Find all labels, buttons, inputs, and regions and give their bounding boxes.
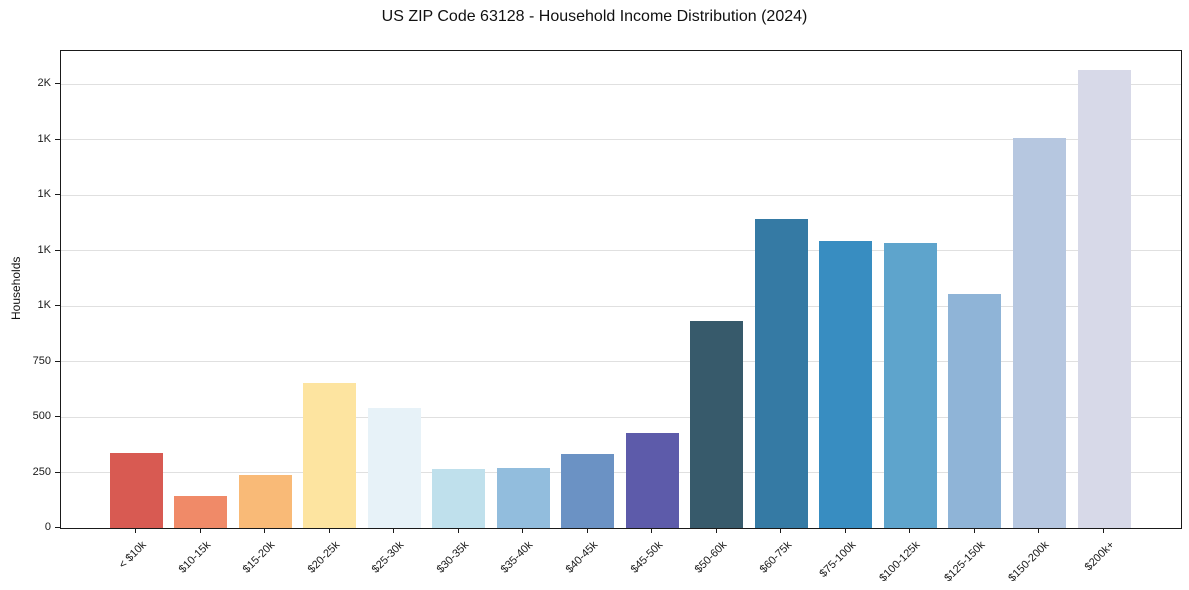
bar-30-35k: [432, 469, 486, 528]
bar-100-125k: [883, 242, 937, 528]
x-tick-label: $60-75k: [757, 539, 794, 576]
y-tick-mark: [55, 83, 60, 85]
x-tick-label: $150-200k: [1006, 539, 1052, 585]
y-tick-label: 250: [32, 465, 51, 478]
y-tick-label: 2K: [37, 77, 51, 90]
x-tick-label: $40-45k: [563, 539, 601, 576]
x-tick-mark: [199, 528, 201, 533]
bar-45-50k: [625, 432, 679, 528]
gridline: [61, 416, 1181, 418]
gridline: [61, 194, 1181, 196]
x-tick-label: $25-30k: [370, 539, 407, 576]
x-tick-label: $50-60k: [692, 539, 730, 576]
x-tick-label: < $10k: [116, 539, 149, 572]
x-tick-mark: [586, 528, 588, 533]
bar-40-45k: [561, 453, 615, 528]
x-tick-mark: [135, 528, 136, 533]
y-tick-label: 1K: [37, 132, 51, 145]
y-tick-label: 1K: [37, 299, 51, 312]
gridline: [61, 250, 1181, 252]
bar-25-30k: [367, 408, 421, 528]
x-tick-label: $10-15k: [176, 539, 214, 576]
x-tick-mark: [393, 528, 395, 533]
y-tick-mark: [55, 305, 60, 307]
y-tick-mark: [55, 138, 60, 140]
bar-10-15k: [174, 495, 228, 528]
gridline: [61, 139, 1181, 141]
x-tick-mark: [715, 528, 717, 533]
bar-50-60k: [690, 320, 744, 528]
x-tick-label: $75-100k: [817, 539, 859, 580]
bar-60-75k: [754, 218, 808, 528]
x-tick-label: $100-125k: [877, 539, 923, 585]
y-tick-mark: [55, 527, 60, 528]
bar-125-150k: [948, 293, 1002, 528]
y-tick-label: 1K: [37, 243, 51, 256]
x-tick-label: $35-40k: [499, 539, 536, 576]
y-tick-mark: [55, 360, 60, 362]
x-tick-mark: [522, 528, 524, 533]
bar-15-20k: [238, 474, 292, 528]
x-tick-mark: [328, 528, 330, 533]
x-tick-mark: [457, 528, 459, 533]
y-tick-mark: [55, 416, 60, 418]
y-tick-mark: [55, 471, 60, 473]
chart-title: US ZIP Code 63128 - Household Income Dis…: [381, 8, 808, 25]
x-tick-label: $30-35k: [434, 539, 472, 576]
bar-75-100k: [819, 240, 873, 528]
x-tick-label: $200k+: [1082, 539, 1117, 574]
bar-20-25k: [303, 382, 357, 528]
y-tick-label: 1K: [37, 188, 51, 201]
bar-200k: [1077, 69, 1131, 528]
x-tick-mark: [1038, 528, 1040, 533]
bar-35-40k: [496, 468, 550, 528]
plot-area: [60, 50, 1182, 529]
gridline: [61, 361, 1181, 363]
x-tick-label: $125-150k: [942, 539, 988, 585]
y-tick-label: 0: [44, 521, 51, 533]
x-tick-mark: [1103, 528, 1104, 533]
x-tick-mark: [909, 528, 911, 533]
x-tick-label: $15-20k: [240, 539, 278, 576]
x-tick-label: $20-25k: [305, 539, 343, 576]
x-tick-mark: [973, 528, 975, 533]
y-tick-mark: [55, 194, 60, 196]
y-tick-label: 750: [32, 354, 51, 367]
y-tick-mark: [55, 249, 60, 251]
gridline: [61, 83, 1181, 85]
x-tick-mark: [651, 528, 653, 533]
x-tick-mark: [780, 528, 782, 533]
bar-150-200k: [1012, 137, 1066, 528]
gridline: [61, 472, 1181, 474]
bar-10k: [109, 452, 163, 528]
x-tick-label: $45-50k: [628, 539, 665, 576]
gridline: [61, 305, 1181, 307]
y-tick-label: 500: [32, 410, 51, 423]
x-tick-mark: [844, 528, 846, 533]
x-tick-mark: [264, 528, 266, 533]
